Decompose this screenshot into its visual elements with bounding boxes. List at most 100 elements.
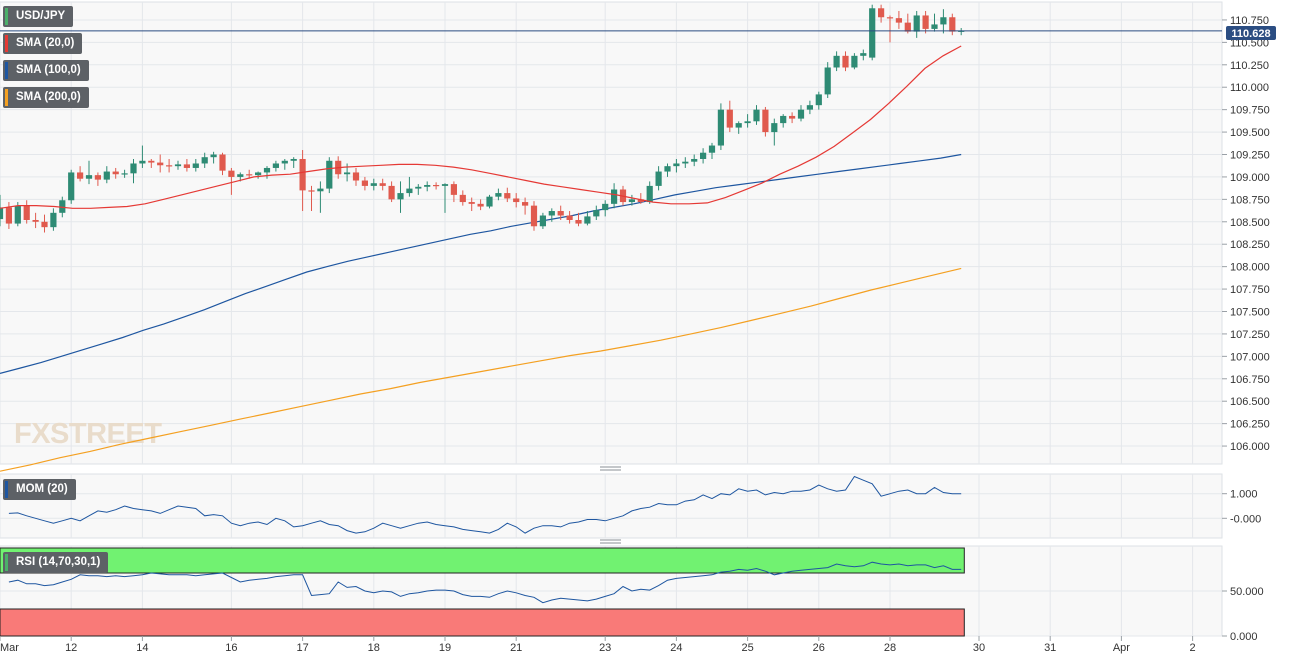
- rsi-resize-handle[interactable]: [600, 539, 621, 544]
- candle-body: [406, 188, 413, 194]
- candle-body: [522, 202, 529, 206]
- mom-label: MOM (20): [16, 483, 68, 495]
- date-tick-label: 21: [510, 642, 522, 654]
- price-tick-label: 109.750: [1230, 105, 1270, 117]
- candle-body: [949, 17, 956, 32]
- candle-body: [219, 154, 226, 171]
- price-tick-label: 108.500: [1230, 217, 1270, 229]
- candle-body: [148, 160, 155, 163]
- price-tick-label: 106.000: [1230, 441, 1270, 453]
- candle-body: [388, 185, 395, 200]
- sma-200-tag[interactable]: SMA (200,0): [3, 87, 89, 108]
- candle-body: [922, 15, 929, 29]
- candle-body: [459, 194, 466, 203]
- mom-tick-label: -0.000: [1230, 513, 1261, 525]
- candle-body: [931, 24, 938, 29]
- sma-100-polyline: [0, 153, 962, 374]
- candle-body: [237, 174, 244, 177]
- last-price-label: 110.628: [1231, 28, 1270, 40]
- symbol-tag[interactable]: USD/JPY: [3, 6, 74, 27]
- price-tick-label: 110.500: [1230, 37, 1269, 49]
- price-tick-label: 107.750: [1230, 284, 1270, 296]
- rsi-overbought-band: [0, 547, 965, 574]
- candle-body: [272, 163, 279, 168]
- candle-body: [815, 94, 822, 106]
- date-tick-label: 14: [136, 642, 148, 654]
- candle-body: [192, 163, 199, 168]
- date-tick-label: 12: [65, 642, 77, 654]
- rsi-tick-label: 0.000: [1230, 631, 1258, 643]
- last-price-badge: 110.628: [1226, 26, 1276, 40]
- symbol-label: USD/JPY: [16, 10, 66, 22]
- price-tick-label: 108.250: [1230, 239, 1270, 251]
- rsi-label: RSI (14,70,30,1): [16, 556, 101, 568]
- mom-line: [8, 475, 962, 534]
- candle-body: [913, 15, 920, 32]
- mom-resize-handle[interactable]: [600, 466, 621, 471]
- price-tick-label: 110.750: [1230, 15, 1269, 27]
- sma-200-polyline: [0, 267, 962, 472]
- candle-body: [593, 210, 600, 217]
- candle-body: [575, 219, 582, 224]
- candle-body: [530, 205, 538, 227]
- sma-200-swatch: [5, 89, 8, 106]
- candle-body: [646, 185, 653, 203]
- candle-body: [41, 221, 48, 228]
- date-tick-label: 28: [884, 642, 896, 654]
- sma-20-label: SMA (20,0): [16, 37, 75, 49]
- candle-body: [753, 109, 760, 122]
- candle-body: [726, 109, 733, 128]
- candle-body: [637, 199, 644, 203]
- candle-body: [441, 184, 449, 186]
- candle-body: [878, 8, 885, 18]
- candle-body: [166, 165, 173, 167]
- candle-body: [14, 205, 21, 224]
- candle-body: [85, 175, 93, 179]
- candle-body: [50, 212, 57, 228]
- candle-body: [548, 211, 555, 216]
- candle-body: [415, 186, 422, 189]
- candle-body: [255, 172, 262, 176]
- price-tick-label: 110.250: [1230, 60, 1269, 72]
- candle-body: [174, 164, 182, 167]
- candle-body: [486, 196, 493, 207]
- sma-20-line: [0, 45, 962, 209]
- candle-body: [735, 123, 742, 128]
- candle-body: [833, 55, 840, 68]
- candle-body: [842, 55, 849, 68]
- candle-body: [477, 203, 484, 207]
- candle-body: [904, 22, 911, 32]
- candle-body: [139, 160, 146, 164]
- candle-body: [886, 17, 894, 19]
- candle-body: [869, 8, 876, 58]
- sma-100-line: [0, 153, 962, 374]
- sma-20-polyline: [0, 45, 962, 209]
- candle-body: [263, 167, 271, 173]
- candle-body: [539, 215, 546, 227]
- sma-20-tag[interactable]: SMA (20,0): [3, 33, 83, 54]
- candle-body: [940, 17, 947, 25]
- date-tick-label: Mar: [0, 642, 19, 654]
- date-tick-label: Apr: [1113, 642, 1130, 654]
- mom-axis: 1.000 -0.000: [1222, 489, 1261, 525]
- price-tick-label: 106.250: [1230, 419, 1270, 431]
- rsi-tag[interactable]: RSI (14,70,30,1): [3, 552, 109, 573]
- sma-100-tag[interactable]: SMA (100,0): [3, 60, 89, 81]
- candle-body: [308, 190, 315, 192]
- candles: [0, 4, 965, 233]
- sma-100-swatch: [5, 62, 8, 79]
- sma-200-label: SMA (200,0): [16, 91, 81, 103]
- candle-body: [379, 183, 386, 186]
- candle-body: [433, 185, 440, 187]
- price-panel: [0, 1, 1223, 465]
- candle-body: [771, 123, 778, 133]
- candle-body: [789, 115, 796, 119]
- candle-body: [121, 173, 128, 175]
- date-tick-label: 26: [813, 642, 825, 654]
- price-tick-label: 108.750: [1230, 194, 1270, 206]
- candle-body: [228, 170, 235, 177]
- candle-body: [708, 145, 716, 153]
- candle-body: [851, 55, 858, 68]
- date-tick-label: 24: [670, 642, 682, 654]
- mom-tag[interactable]: MOM (20): [3, 479, 76, 500]
